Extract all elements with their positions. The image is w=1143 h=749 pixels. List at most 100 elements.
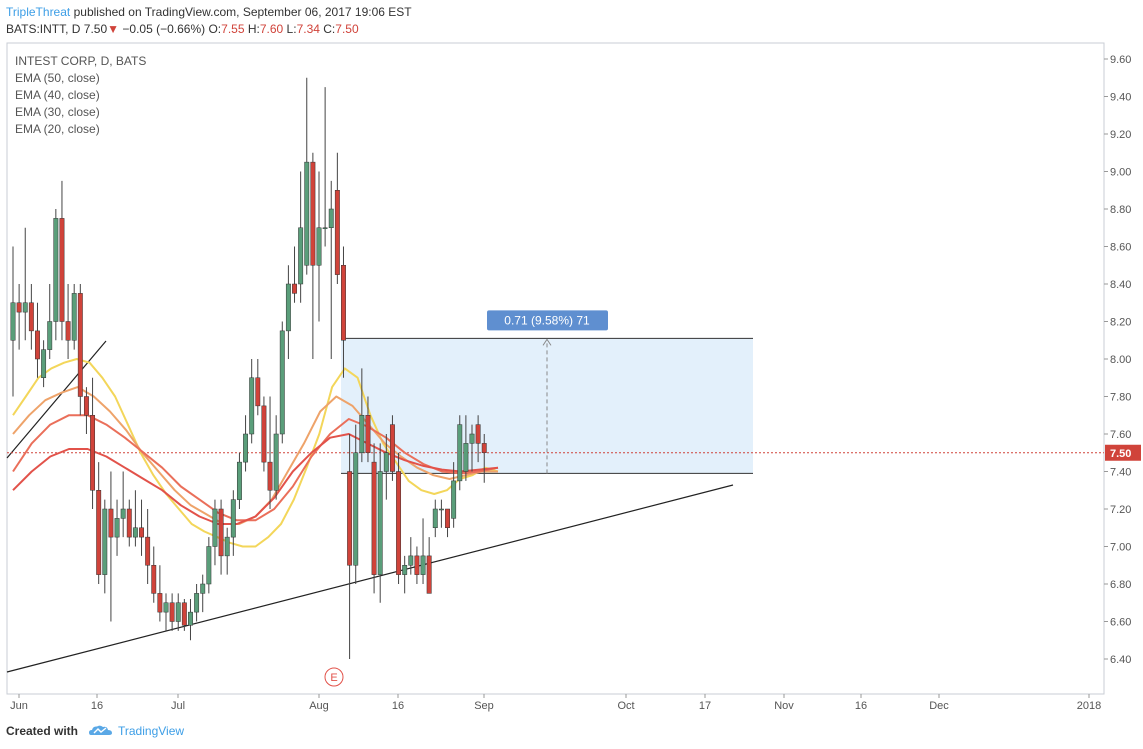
low-value: 7.34 <box>296 22 320 36</box>
last-price-tag-label: 7.50 <box>1110 448 1131 460</box>
measure-tool[interactable]: 0.71 (9.58%) 71 <box>341 310 753 474</box>
time-tick-label: 16 <box>855 700 867 712</box>
candle <box>200 574 206 613</box>
time-tick-label: Oct <box>617 700 634 712</box>
trendlines[interactable] <box>6 340 734 673</box>
candle-body <box>285 283 291 332</box>
candle-body <box>426 555 432 594</box>
candle <box>96 462 102 584</box>
time-tick-label: 16 <box>392 700 404 712</box>
time-tick-label: Nov <box>774 700 794 712</box>
legend-ema-20[interactable]: EMA (20, close) <box>15 122 100 136</box>
candle <box>279 321 285 444</box>
candle <box>218 499 224 575</box>
author-link[interactable]: TripleThreat <box>6 5 71 19</box>
candle-body <box>402 565 408 575</box>
legend-ema-40[interactable]: EMA (40, close) <box>15 88 100 102</box>
candle-body <box>371 461 377 575</box>
candle <box>292 246 297 303</box>
legend-ema-30[interactable]: EMA (30, close) <box>15 105 100 119</box>
candle <box>396 452 402 584</box>
candle-body <box>194 593 200 613</box>
candle <box>457 415 463 491</box>
candle <box>10 246 16 397</box>
candle-body <box>120 508 126 519</box>
candle-body <box>163 602 169 613</box>
candle-body <box>230 499 236 538</box>
chart-legend: INTEST CORP, D, BATS EMA (50, close) EMA… <box>15 53 146 138</box>
candle-body <box>396 471 402 575</box>
support-trendline[interactable] <box>6 484 734 673</box>
candle <box>47 284 53 359</box>
candle <box>420 518 426 584</box>
ema-line-ema20 <box>12 358 499 548</box>
open-value: 7.55 <box>221 22 245 36</box>
candle <box>445 508 450 538</box>
measure-arrow-head-icon <box>542 338 552 346</box>
candle <box>212 499 218 566</box>
candle-body <box>267 461 273 491</box>
candle-body <box>353 452 359 566</box>
candle-body <box>298 227 304 285</box>
candle-body <box>65 321 71 341</box>
candle <box>322 87 328 247</box>
price-axis[interactable]: 9.60 9.40 9.20 9.00 8.80 8.60 8.40 8.20 8.00 7.80… <box>1104 54 1141 666</box>
legend-title: INTEST CORP, D, BATS <box>15 54 147 68</box>
candle-body <box>224 536 230 557</box>
candle-body <box>16 302 22 313</box>
candle <box>285 265 291 359</box>
candle-body <box>139 527 144 538</box>
candle-body <box>432 508 438 528</box>
candle <box>41 340 47 388</box>
candle <box>65 284 71 359</box>
candle <box>298 171 304 303</box>
candle-body <box>181 602 187 626</box>
close-label: C: <box>323 22 336 36</box>
price-tick-label: 9.20 <box>1110 129 1131 141</box>
candle-body <box>365 415 371 453</box>
candle <box>432 499 438 538</box>
candle-body <box>169 602 175 622</box>
earnings-marker-circle[interactable] <box>324 667 344 687</box>
candle-body <box>438 508 444 511</box>
legend-ema-50[interactable]: EMA (50, close) <box>15 71 100 85</box>
candle <box>163 593 169 631</box>
candle <box>328 180 334 359</box>
candle-body <box>249 377 255 435</box>
candle <box>132 490 138 547</box>
candle <box>347 434 353 659</box>
short-trendline[interactable] <box>6 340 107 459</box>
time-tick-label: 16 <box>91 700 103 712</box>
candle-body <box>59 218 65 322</box>
candle-body <box>28 302 34 332</box>
symbol-header: BATS:INTT, D 7.50▼ −0.05 (−0.66%) O:7.55… <box>6 22 359 36</box>
candle-body <box>175 602 181 622</box>
candle <box>316 171 322 322</box>
candle-body <box>408 555 414 566</box>
price-tick-label: 7.60 <box>1110 429 1131 441</box>
price-tick-label: 8.60 <box>1110 242 1131 254</box>
candle-body <box>359 415 365 453</box>
candle-body <box>243 433 249 463</box>
candle <box>230 490 236 556</box>
candle-body <box>322 227 328 229</box>
price-tick-label: 6.40 <box>1110 654 1131 666</box>
price-tick-label: 8.40 <box>1110 279 1131 291</box>
candle <box>126 499 132 547</box>
candle <box>139 499 144 556</box>
candle-body <box>145 536 151 566</box>
candle-body <box>463 443 469 472</box>
tradingview-brand-link[interactable]: TradingView <box>118 724 185 738</box>
time-axis[interactable]: Jun 16 Jul Aug 16 Sep Oct 17 Nov 16 Dec 2018 <box>10 694 1101 712</box>
down-arrow-icon: ▼ <box>107 22 120 36</box>
price-tick-label: 8.20 <box>1110 317 1131 329</box>
earnings-marker-group: E <box>324 667 344 687</box>
candle-body <box>316 227 322 266</box>
candle <box>371 443 377 594</box>
candle <box>243 415 249 472</box>
candle-body <box>212 508 218 547</box>
price-chart[interactable]: 0.71 (9.58%) 71 9.60 9.40 9.20 9.00 8.80 8.60… <box>0 0 1143 716</box>
candle-body <box>108 508 114 538</box>
candles <box>10 77 487 659</box>
candle-body <box>310 161 316 266</box>
